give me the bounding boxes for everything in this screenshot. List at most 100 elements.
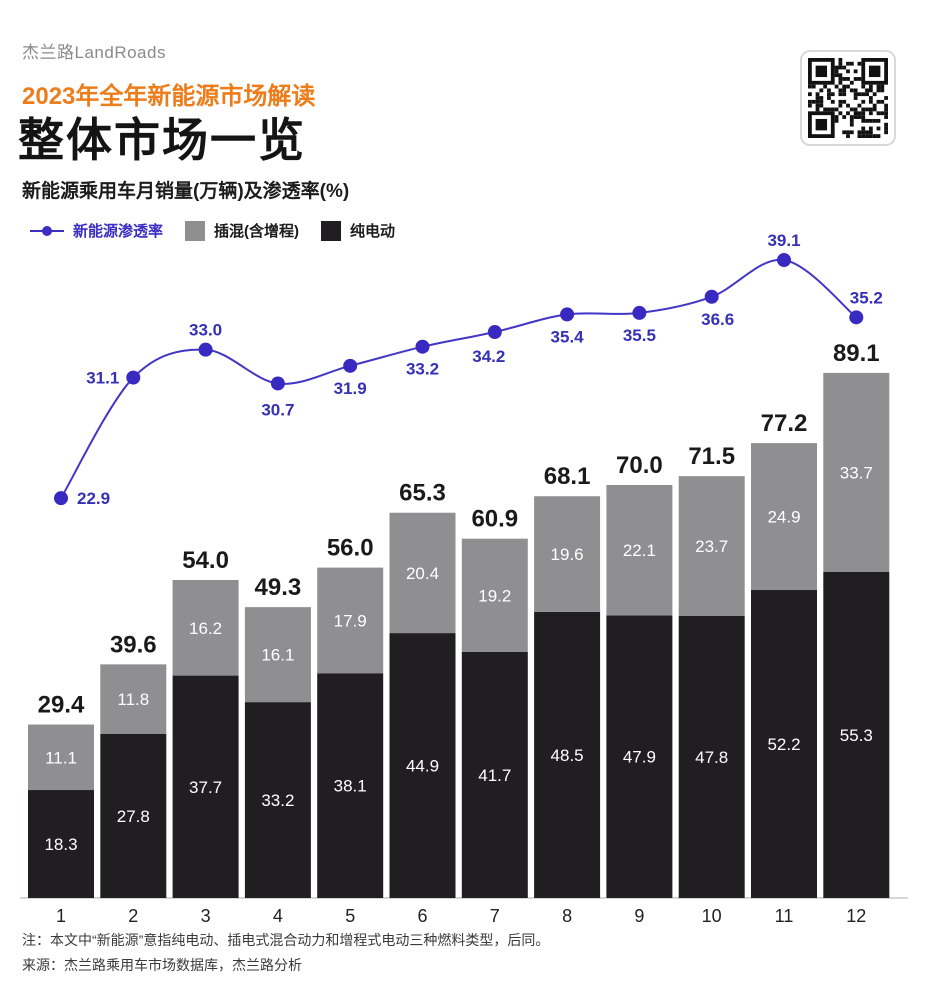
bar-segment-phev <box>823 372 890 572</box>
bar-total-label: 60.9 <box>471 506 518 533</box>
line-value-label: 31.1 <box>86 369 119 388</box>
line-marker-icon <box>30 225 64 236</box>
phev-value-label: 33.7 <box>840 463 873 482</box>
line-value-label: 35.4 <box>551 327 585 346</box>
line-point <box>632 305 647 320</box>
bar-segment-bev <box>751 590 817 898</box>
bar-segment-bev <box>100 733 167 898</box>
footnote-note: 注：本文中“新能源”意指纯电动、插电式混合动力和增程式电动三种燃料类型，后同。 <box>22 932 550 948</box>
qr-code <box>800 50 896 146</box>
line-value-label: 31.9 <box>334 379 367 398</box>
bar-total-label: 56.0 <box>327 535 374 562</box>
phev-value-label: 11.8 <box>117 690 149 709</box>
x-axis-label: 11 <box>775 906 794 926</box>
x-axis-label: 6 <box>417 906 427 926</box>
line-value-label: 35.2 <box>850 288 883 307</box>
bev-value-label: 47.9 <box>623 748 656 767</box>
line-value-label: 34.2 <box>472 347 505 366</box>
line-point <box>270 376 285 391</box>
bar-total-label: 70.0 <box>616 452 663 479</box>
bev-value-label: 48.5 <box>551 746 584 765</box>
line-point <box>54 491 68 506</box>
bar-total-label: 65.3 <box>399 480 446 507</box>
bar-total-label: 77.2 <box>761 410 808 437</box>
legend-label: 新能源渗透率 <box>73 223 164 240</box>
bar-total-label: 29.4 <box>38 692 85 719</box>
bar-segment-bev <box>317 673 384 898</box>
x-axis-label: 2 <box>128 906 138 926</box>
line-value-label: 36.6 <box>701 310 734 329</box>
line-point <box>415 339 430 354</box>
legend-label: 纯电动 <box>350 223 396 240</box>
phev-value-label: 16.1 <box>261 646 294 665</box>
bev-value-label: 27.8 <box>117 807 150 826</box>
bar-segment-bev <box>534 611 601 898</box>
phev-value-label: 24.9 <box>767 508 800 527</box>
bev-value-label: 52.2 <box>767 735 800 754</box>
phev-value-label: 17.9 <box>334 611 367 630</box>
phev-value-label: 23.7 <box>695 537 728 556</box>
bar-segment-bev <box>606 615 673 898</box>
bev-value-label: 47.8 <box>695 748 728 767</box>
page-title: 整体市场一览 <box>18 114 306 166</box>
x-axis-label: 4 <box>273 906 283 926</box>
bar-segment-phev <box>751 443 817 591</box>
bev-value-label: 37.7 <box>189 778 222 797</box>
chart-caption: 新能源乘用车月销量(万辆)及渗透率(%) <box>22 181 350 202</box>
bar-segment-phev <box>534 496 601 612</box>
bar-segment-bev <box>172 675 239 898</box>
x-axis-label: 8 <box>562 906 572 926</box>
legend-item-1: 插混(含增程) <box>185 220 299 241</box>
bar-total-label: 49.3 <box>255 574 302 601</box>
line-point <box>487 325 502 340</box>
phev-value-label: 16.2 <box>189 619 222 638</box>
bev-value-label: 41.7 <box>478 766 511 785</box>
legend-item-2: 纯电动 <box>321 220 395 241</box>
bev-value-label: 18.3 <box>44 835 77 854</box>
bev-value-label: 44.9 <box>406 757 439 776</box>
line-point <box>560 307 575 322</box>
bar-segment-phev <box>678 476 745 616</box>
bev-value-label: 38.1 <box>334 777 367 796</box>
x-axis-label: 9 <box>634 906 644 926</box>
line-point <box>198 342 213 357</box>
x-axis-label: 1 <box>56 906 66 926</box>
line-point <box>704 289 719 304</box>
bar-segment-phev <box>28 724 94 791</box>
penetration-line <box>60 258 857 499</box>
bar-segment-phev <box>172 579 239 676</box>
brand-logo-text: 杰兰路LandRoads <box>22 43 166 62</box>
phev-value-label: 11.1 <box>45 748 77 767</box>
x-axis-label: 10 <box>702 906 722 926</box>
bar-total-label: 68.1 <box>544 463 591 490</box>
bev-value-label: 55.3 <box>840 726 873 745</box>
line-value-label: 39.1 <box>767 231 800 250</box>
report-subtitle: 2023年全年新能源市场解读 <box>22 83 316 110</box>
bar-segment-phev <box>606 485 673 616</box>
phev-value-label: 20.4 <box>406 564 439 583</box>
square-swatch-icon <box>185 220 206 241</box>
x-axis-label: 7 <box>490 906 500 926</box>
phev-value-label: 19.6 <box>551 545 584 564</box>
phev-value-label: 22.1 <box>623 541 656 560</box>
square-swatch-icon <box>321 220 342 241</box>
bar-segment-bev <box>461 651 528 898</box>
line-value-label: 22.9 <box>77 489 110 508</box>
line-value-label: 35.5 <box>623 326 656 345</box>
x-axis-label: 12 <box>846 906 866 926</box>
bar-total-label: 54.0 <box>182 547 229 574</box>
line-point <box>126 370 141 385</box>
bev-value-label: 33.2 <box>261 791 294 810</box>
line-value-label: 33.2 <box>406 360 439 379</box>
chart-legend: 新能源渗透率 插混(含增程) 纯电动 <box>30 220 395 241</box>
x-axis-label: 5 <box>345 906 355 926</box>
bar-total-label: 89.1 <box>833 340 880 367</box>
bar-segment-phev <box>100 664 167 734</box>
line-point <box>849 310 864 325</box>
bar-segment-phev <box>461 538 528 652</box>
bar-segment-bev <box>389 633 456 898</box>
line-value-label: 30.7 <box>261 400 294 419</box>
legend-label: 插混(含增程) <box>214 223 300 240</box>
bar-segment-bev <box>244 702 311 898</box>
